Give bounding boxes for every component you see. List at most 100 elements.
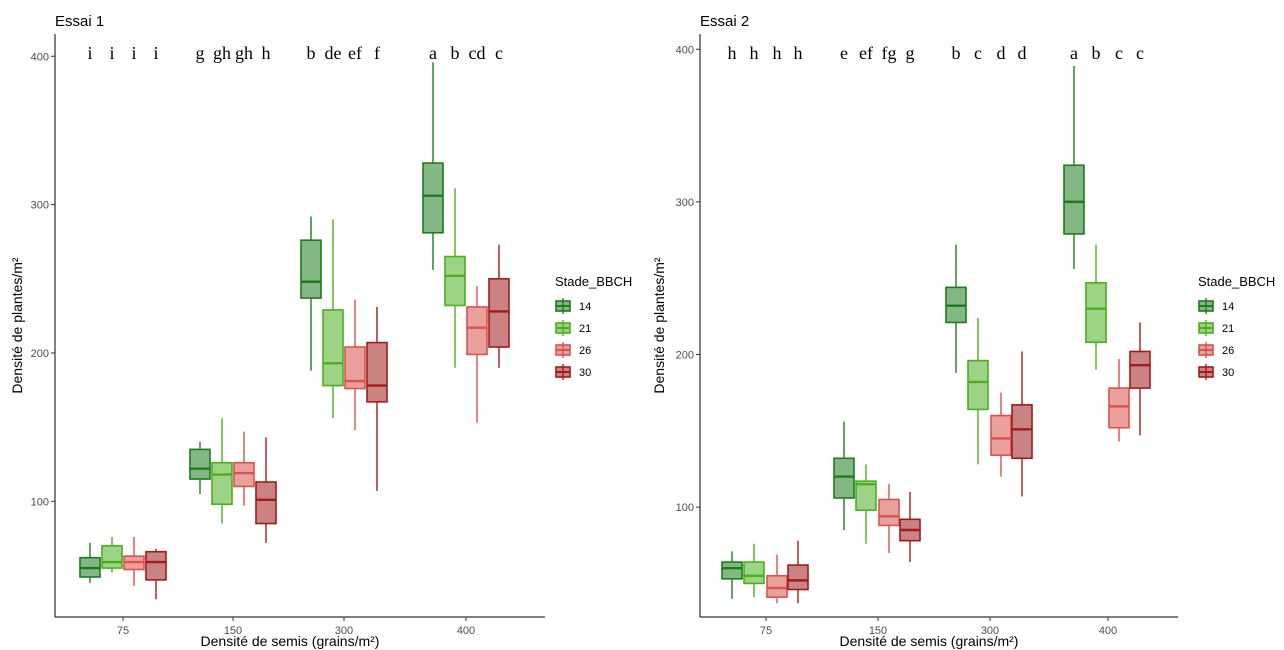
box-14-150 bbox=[833, 421, 855, 531]
legend-key-30 bbox=[555, 364, 571, 380]
box-21-400 bbox=[1085, 244, 1107, 370]
box-30-300 bbox=[366, 306, 388, 491]
box-iqr bbox=[422, 162, 444, 234]
box-iqr bbox=[444, 255, 466, 307]
box-iqr bbox=[787, 564, 809, 591]
box-iqr bbox=[766, 574, 788, 598]
significance-letter: gh bbox=[213, 43, 231, 63]
box-iqr bbox=[1108, 387, 1130, 429]
legend-key-14 bbox=[1198, 298, 1214, 314]
panel-essai-1: Essai 1 100 200 300 400 75 150 300 400 Densité de… bbox=[9, 13, 632, 649]
box-iqr bbox=[233, 461, 255, 488]
box-iqr bbox=[101, 544, 123, 569]
box-iqr bbox=[990, 414, 1012, 457]
panel-essai-2: Essai 2 100 200 300 400 75 150 300 400 Densité de… bbox=[651, 13, 1275, 649]
box-iqr bbox=[488, 277, 510, 348]
x-tick-label: 75 bbox=[117, 625, 129, 637]
legend-key-21 bbox=[1198, 320, 1214, 336]
box-21-300 bbox=[322, 219, 344, 419]
box-iqr bbox=[1063, 164, 1085, 235]
significance-letter: i bbox=[109, 43, 114, 63]
box-iqr bbox=[743, 561, 765, 585]
legend-title: Stade_BBCH bbox=[555, 274, 632, 289]
significance-letter: b bbox=[1092, 43, 1101, 63]
significance-letter: i bbox=[153, 43, 158, 63]
y-tick-label: 300 bbox=[676, 197, 694, 209]
significance-letter: cd bbox=[469, 43, 486, 63]
significance-letter: c bbox=[974, 43, 982, 63]
significance-letter: d bbox=[997, 43, 1006, 63]
x-axis-title: Densité de semis (grains/m²) bbox=[840, 633, 1019, 649]
legend-key-21 bbox=[555, 320, 571, 336]
box-iqr bbox=[211, 461, 233, 506]
chart-title: Essai 2 bbox=[700, 13, 749, 30]
significance-letter: fg bbox=[882, 43, 897, 63]
significance-letter: h bbox=[794, 43, 803, 63]
box-14-75 bbox=[721, 551, 743, 599]
x-tick-label: 400 bbox=[1099, 625, 1117, 637]
box-iqr bbox=[322, 309, 344, 387]
significance-letter: f bbox=[374, 43, 380, 63]
box-14-150 bbox=[189, 441, 211, 494]
significance-letter: a bbox=[1070, 43, 1078, 63]
x-tick-label: 300 bbox=[335, 625, 353, 637]
box-26-400 bbox=[1108, 359, 1130, 442]
box-14-75 bbox=[79, 542, 101, 583]
box-30-150 bbox=[899, 491, 921, 563]
significance-letter: c bbox=[495, 43, 503, 63]
box-26-75 bbox=[766, 554, 788, 604]
box-iqr bbox=[366, 341, 388, 403]
box-iqr bbox=[344, 346, 366, 390]
y-tick-label: 400 bbox=[31, 51, 49, 63]
legend-label: 26 bbox=[1222, 345, 1234, 357]
y-tick-label: 200 bbox=[676, 349, 694, 361]
x-tick-label: 300 bbox=[981, 625, 999, 637]
box-14-400 bbox=[422, 62, 444, 270]
box-30-400 bbox=[1129, 322, 1151, 436]
x-tick-label: 150 bbox=[869, 625, 887, 637]
box-iqr bbox=[145, 550, 167, 581]
significance-letter: c bbox=[1115, 43, 1123, 63]
significance-letter: d bbox=[1018, 43, 1027, 63]
box-30-75 bbox=[787, 540, 809, 604]
box-21-400 bbox=[444, 188, 466, 368]
legend-label: 30 bbox=[1222, 367, 1234, 379]
box-30-75 bbox=[145, 548, 167, 600]
significance-letter: b bbox=[307, 43, 316, 63]
box-iqr bbox=[466, 306, 488, 356]
box-26-400 bbox=[466, 286, 488, 423]
legend-label: 21 bbox=[579, 323, 591, 335]
box-iqr bbox=[300, 239, 322, 299]
legend-label: 26 bbox=[579, 345, 591, 357]
significance-letter: h bbox=[262, 43, 271, 63]
x-tick-label: 400 bbox=[457, 625, 475, 637]
box-21-75 bbox=[743, 543, 765, 598]
x-axis-title: Densité de semis (grains/m²) bbox=[201, 633, 380, 649]
significance-letter: a bbox=[429, 43, 437, 63]
box-iqr bbox=[189, 448, 211, 480]
box-iqr bbox=[855, 480, 877, 511]
box-iqr bbox=[967, 359, 989, 411]
box-14-300 bbox=[945, 244, 967, 373]
legend-label: 21 bbox=[1222, 323, 1234, 335]
y-tick-label: 100 bbox=[31, 496, 49, 508]
significance-letter: e bbox=[840, 43, 848, 63]
significance-letter: gh bbox=[235, 43, 253, 63]
significance-letter: g bbox=[196, 43, 205, 63]
y-tick-label: 200 bbox=[31, 348, 49, 360]
box-iqr bbox=[255, 481, 277, 525]
box-26-75 bbox=[123, 536, 145, 586]
box-iqr bbox=[1085, 281, 1107, 344]
box-26-300 bbox=[344, 299, 366, 431]
significance-letter: ef bbox=[859, 43, 873, 63]
box-30-400 bbox=[488, 244, 510, 368]
box-iqr bbox=[833, 457, 855, 499]
box-26-300 bbox=[990, 392, 1012, 477]
y-tick-label: 300 bbox=[31, 200, 49, 212]
significance-letter: b bbox=[952, 43, 961, 63]
legend-label: 30 bbox=[579, 367, 591, 379]
significance-letter: ef bbox=[348, 43, 362, 63]
box-30-150 bbox=[255, 437, 277, 543]
y-axis-title: Densité de plantes/m² bbox=[9, 257, 25, 394]
